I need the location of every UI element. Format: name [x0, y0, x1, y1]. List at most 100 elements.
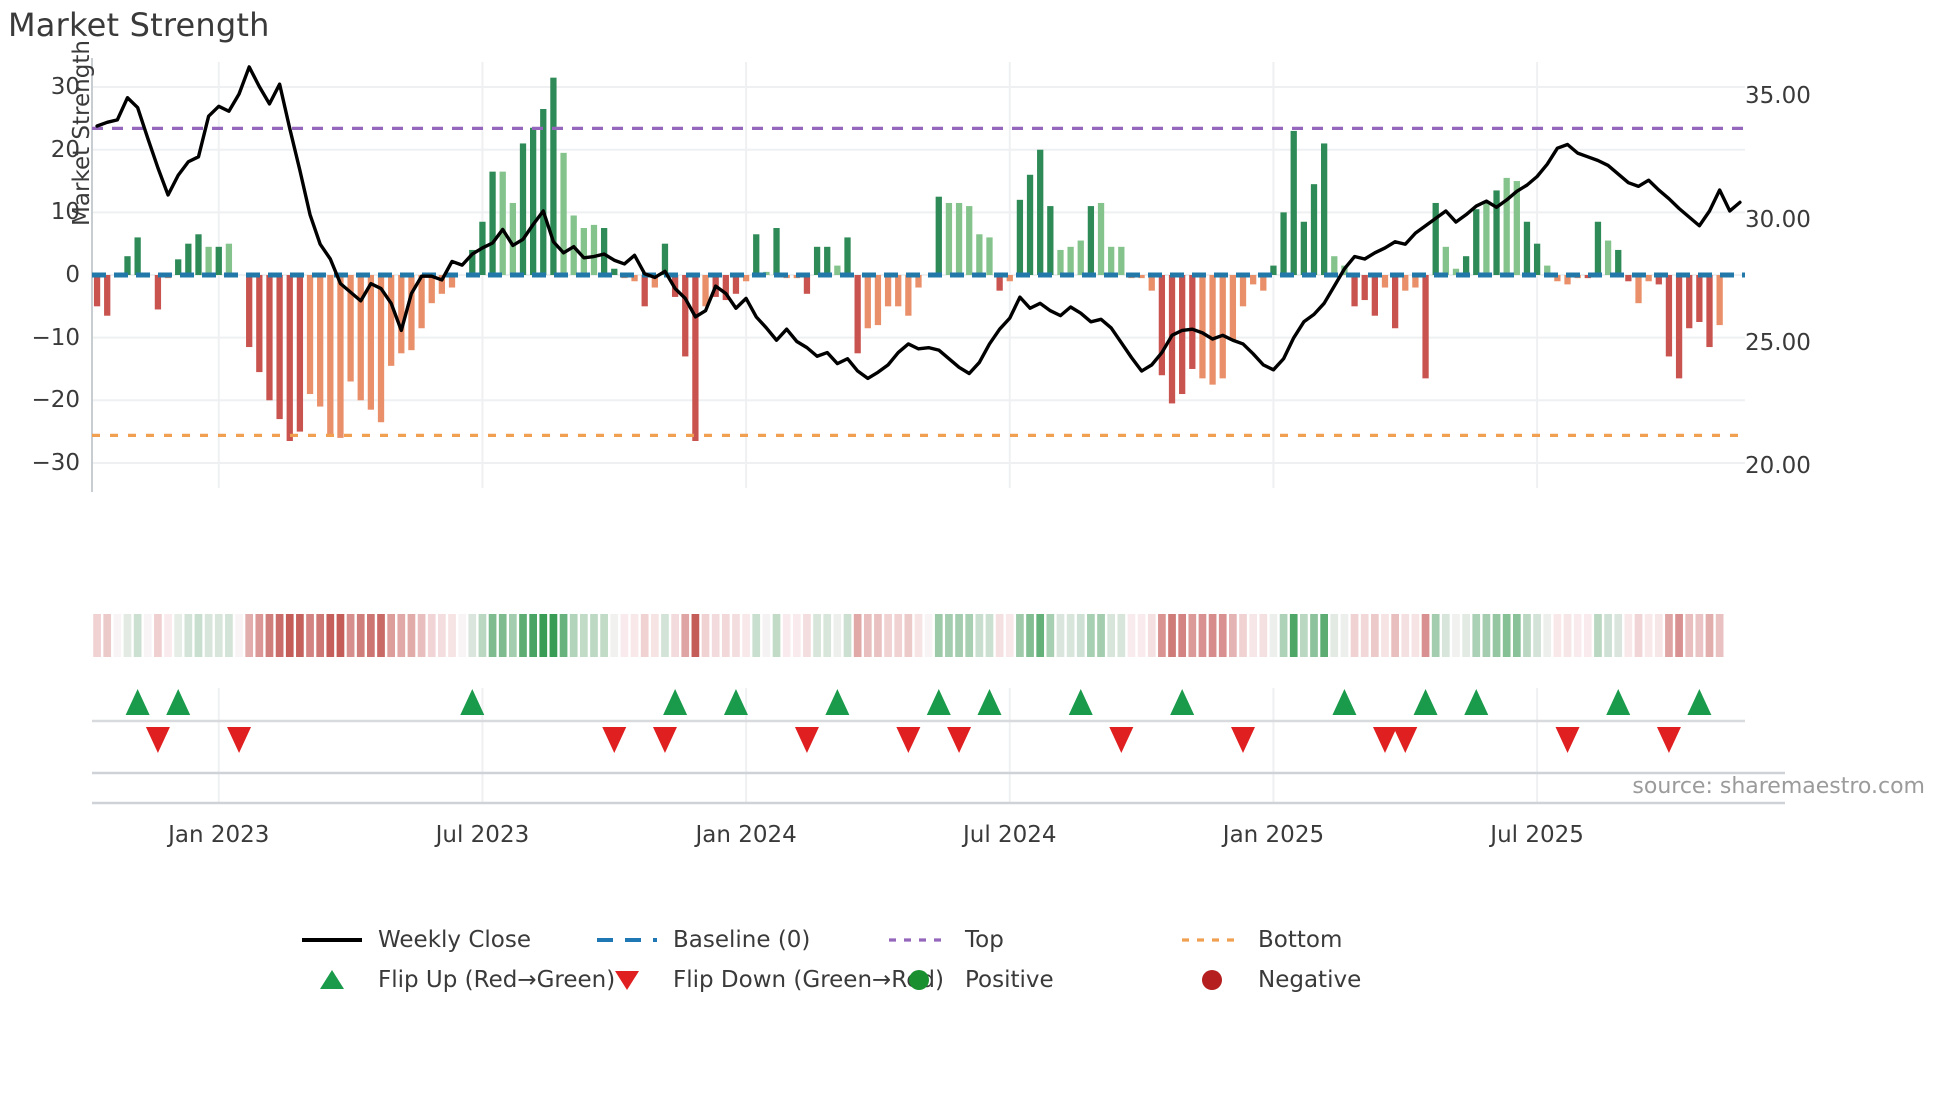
legend-swatch: [1180, 928, 1244, 952]
legend-label: Baseline (0): [673, 926, 811, 953]
legend-swatch: [887, 928, 951, 952]
heatmap-cell: [265, 614, 274, 657]
strength-bar: [763, 271, 770, 275]
strength-bar: [317, 275, 324, 407]
heatmap-cell: [326, 614, 335, 657]
flip-down-marker: [1109, 727, 1134, 753]
heatmap-cell: [377, 614, 385, 657]
heatmap-cell: [438, 614, 446, 657]
legend-item[interactable]: Top: [887, 928, 1004, 952]
heatmap-cell: [600, 614, 608, 657]
strength-bar: [1331, 256, 1338, 275]
heatmap-cell: [884, 614, 892, 657]
heatmap-cell: [1472, 614, 1481, 657]
flip-up-marker: [1068, 689, 1093, 715]
strength-bar: [895, 275, 902, 307]
heatmap-cell: [255, 614, 264, 657]
strength-bar: [1108, 246, 1115, 275]
strength-bar: [428, 275, 435, 304]
strength-bar: [1026, 174, 1034, 275]
heatmap-cell: [549, 614, 558, 657]
strength-bar: [388, 275, 395, 366]
strength-bar: [154, 275, 162, 310]
strength-bar: [205, 246, 212, 275]
strength-bar: [215, 246, 222, 275]
legend-swatch: [595, 968, 659, 992]
y-tick-left: −30: [31, 449, 80, 476]
flip-down-marker: [227, 727, 252, 753]
strength-bar: [1544, 265, 1551, 275]
legend-item[interactable]: Flip Down (Green→Red): [595, 968, 944, 992]
y-tick-right: 30.00: [1745, 206, 1811, 233]
strength-bar: [1067, 246, 1074, 275]
chart-legend: Weekly Close Baseline (0) Top Bottom Flip U…: [0, 928, 1960, 1038]
heatmap-cell: [1340, 614, 1349, 657]
heatmap-cell: [356, 614, 365, 657]
heatmap-cell: [1665, 614, 1673, 657]
strength-bar: [590, 224, 598, 275]
legend-item[interactable]: Positive: [887, 968, 1054, 992]
heatmap-cell: [1330, 614, 1339, 657]
y-axis-right-ticks: 35.00 30.00 25.00 20.00: [1745, 0, 1865, 1102]
heatmap-cell: [762, 614, 771, 657]
heatmap-cell: [833, 614, 842, 657]
heatmap-cell: [1523, 614, 1531, 657]
x-tick-label: Jul 2023: [435, 822, 530, 848]
strength-bar: [955, 202, 963, 275]
strength-bar: [1432, 202, 1439, 275]
heatmap-cell: [275, 614, 284, 657]
legend-item[interactable]: Bottom: [1180, 928, 1342, 952]
heatmap-cell: [671, 614, 679, 657]
strength-bar: [1402, 275, 1409, 291]
strength-bar: [1189, 275, 1196, 369]
heatmap-cell: [1492, 614, 1501, 657]
strength-bar: [1686, 275, 1693, 329]
strength-bar: [1097, 202, 1105, 275]
strength-bar: [884, 275, 892, 307]
heatmap-cell: [1036, 614, 1045, 657]
legend-item[interactable]: Flip Up (Red→Green): [300, 968, 615, 992]
heatmap-cell: [1705, 614, 1714, 657]
legend-swatch: [887, 968, 951, 992]
heatmap-cell: [711, 614, 720, 657]
heatmap-cell: [965, 614, 974, 657]
strength-bar: [915, 275, 922, 288]
heatmap-cell: [772, 614, 781, 657]
heatmap-cell: [1026, 614, 1034, 657]
heatmap-cell: [1563, 614, 1572, 657]
heatmap-cell: [1614, 614, 1623, 657]
strength-bar: [1199, 275, 1206, 379]
strength-bar: [1077, 240, 1084, 275]
heatmap-cell: [1411, 614, 1420, 657]
strength-bar: [682, 275, 689, 357]
strength-bar: [1351, 275, 1358, 307]
strength-bar: [93, 275, 101, 307]
legend-item[interactable]: Baseline (0): [595, 928, 810, 952]
strength-bar: [692, 275, 699, 442]
strength-bar: [803, 275, 811, 294]
heatmap-cell: [296, 614, 304, 657]
flip-up-marker: [926, 689, 951, 715]
heatmap-cell: [661, 614, 669, 657]
strength-bar: [175, 259, 182, 275]
strength-bar: [509, 202, 516, 275]
heatmap-cell: [204, 614, 213, 657]
heatmap-cell: [1431, 614, 1440, 657]
heatmap-cell: [458, 614, 467, 657]
heatmap-cell: [894, 614, 903, 657]
heatmap-cell: [1016, 614, 1024, 657]
heatmap-cell: [225, 614, 233, 657]
strength-bar: [1300, 221, 1308, 275]
strength-bar: [276, 275, 283, 420]
strength-bar: [1635, 275, 1642, 304]
strength-bar: [560, 152, 567, 275]
heatmap-cell: [154, 614, 162, 657]
legend-item[interactable]: Weekly Close: [300, 928, 531, 952]
legend-item[interactable]: Negative: [1180, 968, 1361, 992]
heatmap-cell: [985, 614, 994, 657]
strength-bar: [773, 228, 780, 275]
heatmap-cell: [1147, 614, 1156, 657]
heatmap-cell: [1421, 614, 1430, 657]
strength-bar: [1057, 249, 1064, 275]
